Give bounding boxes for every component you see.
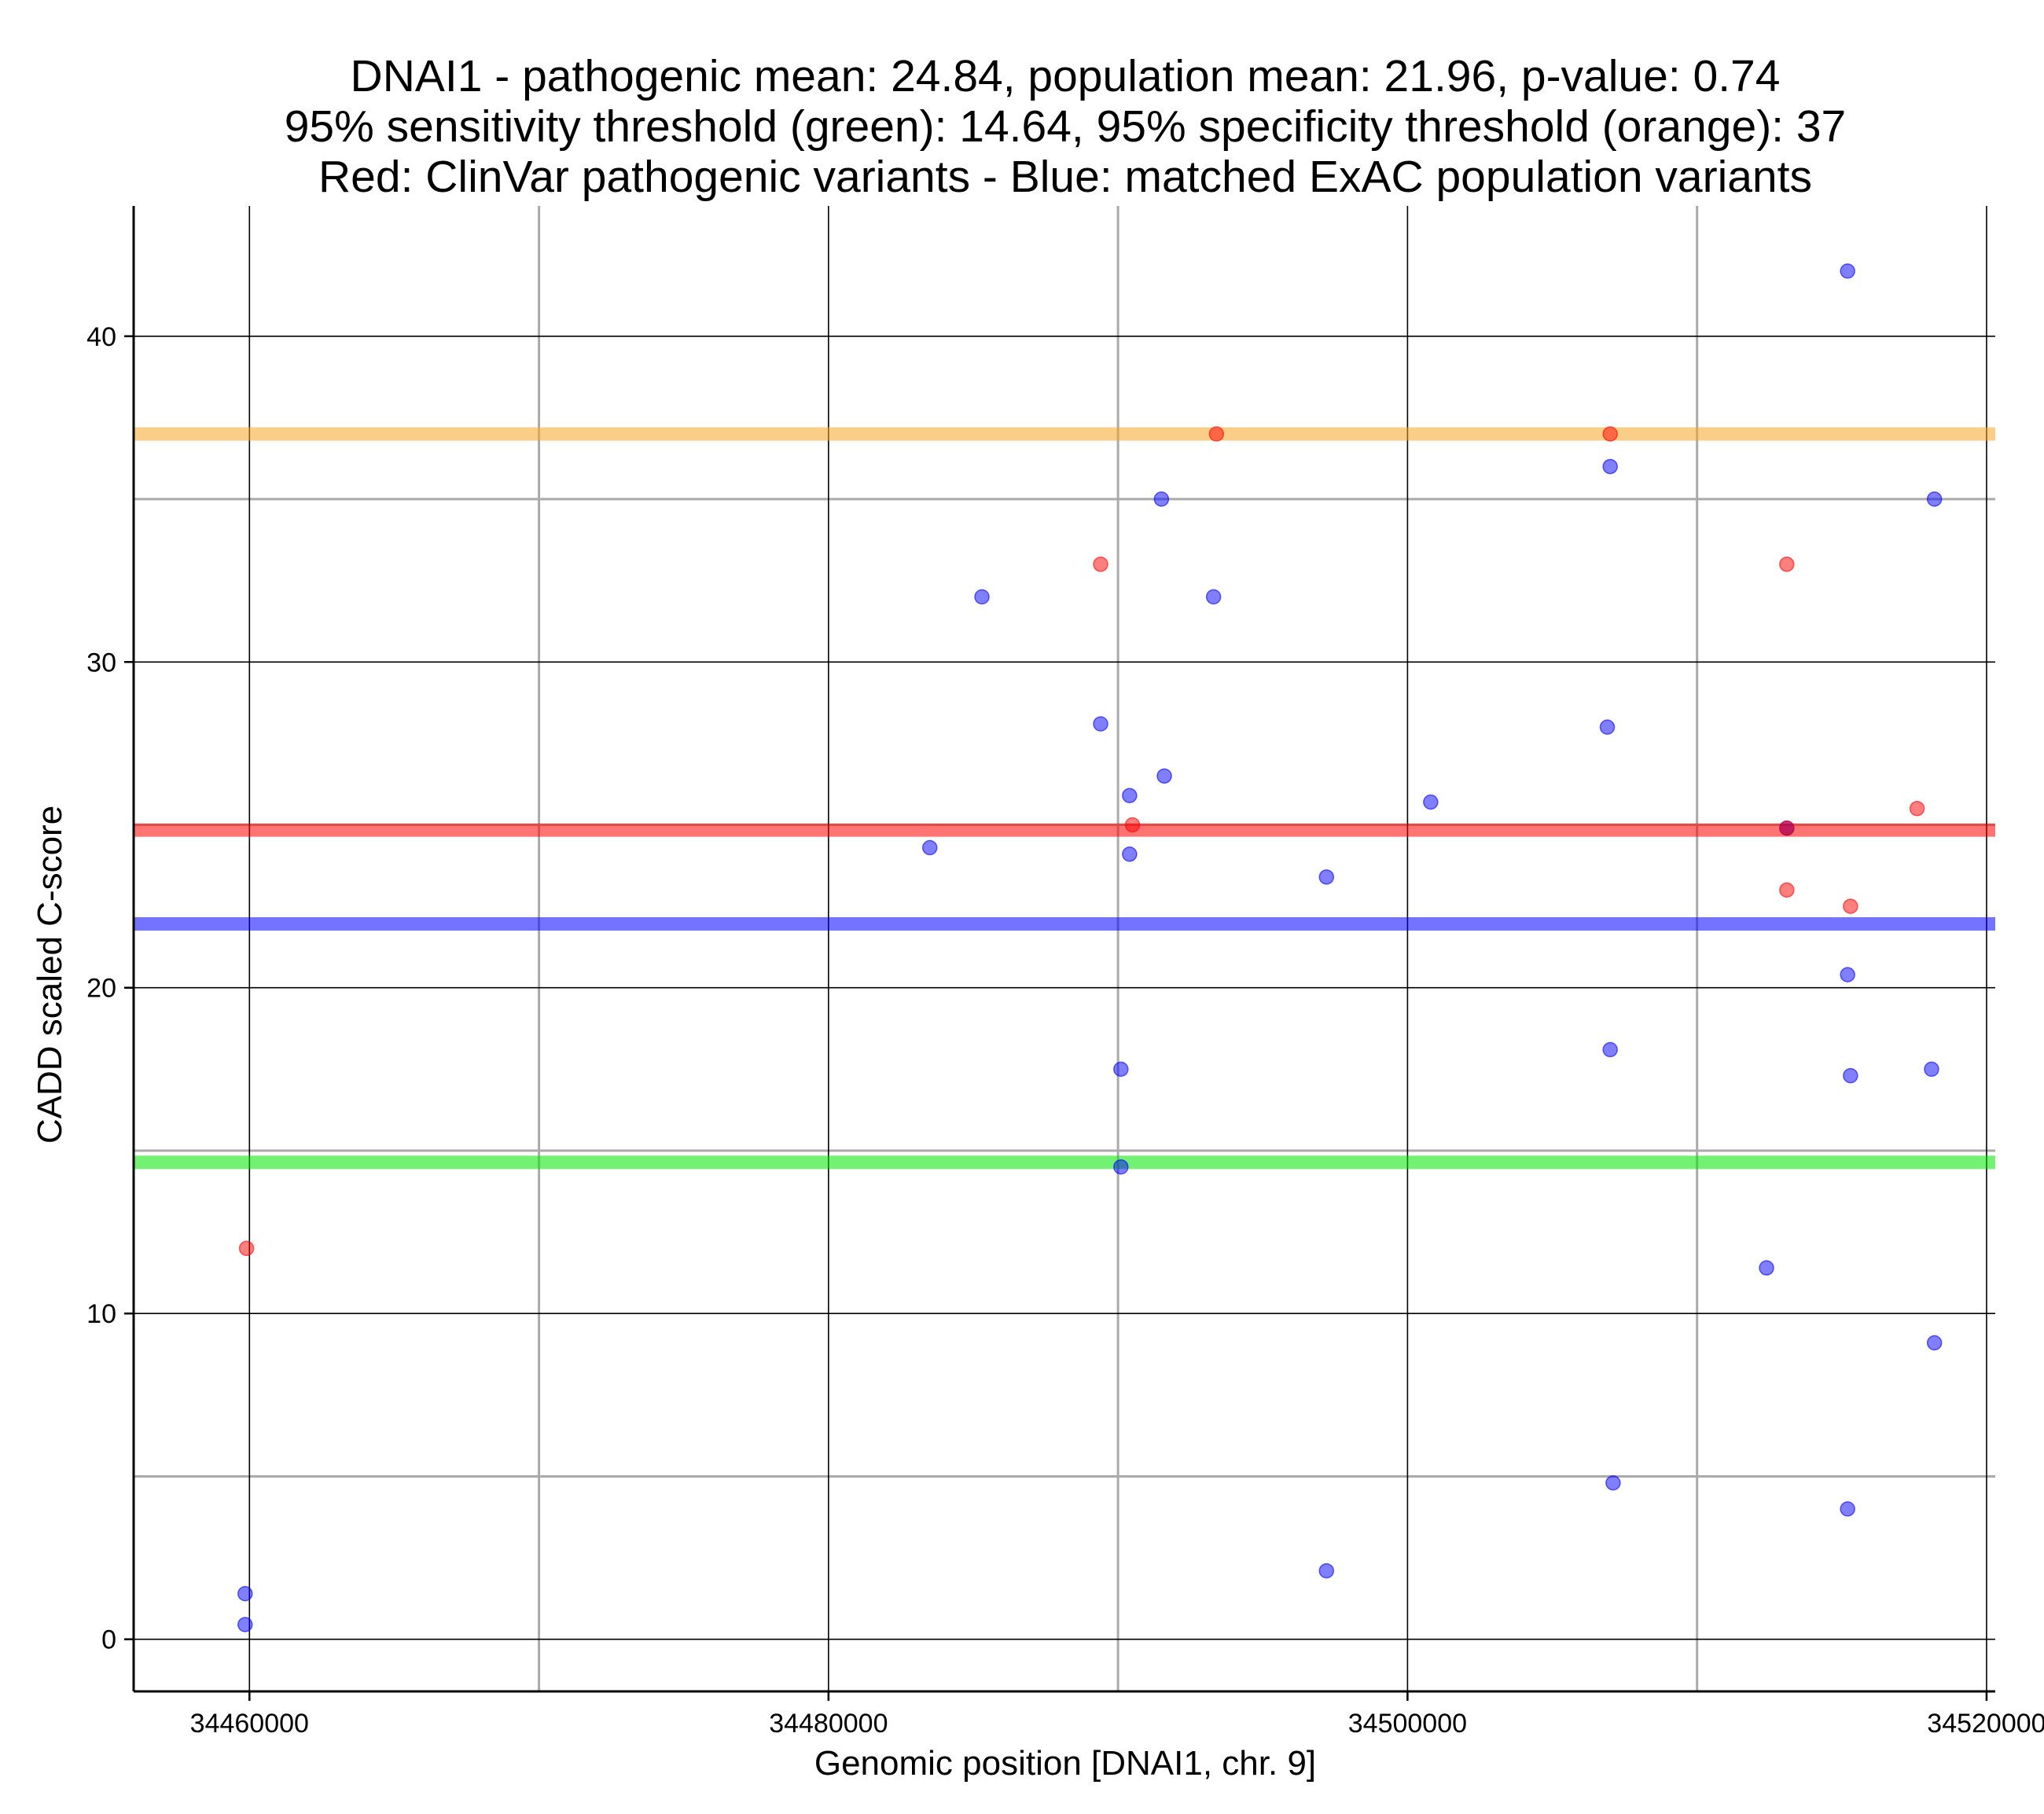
y-tick-label: 10	[86, 1299, 116, 1329]
population-point	[1924, 1061, 1939, 1078]
y-axis-title: CADD scaled C-score	[31, 806, 69, 1144]
y-tick-label: 30	[86, 648, 116, 677]
population-point	[1843, 1067, 1858, 1084]
population-point	[1122, 788, 1138, 803]
population-point	[237, 1617, 253, 1632]
population-point	[1759, 1260, 1774, 1276]
population-point	[1602, 1041, 1618, 1058]
pathogenic-point	[1843, 898, 1858, 914]
population-point	[1840, 967, 1855, 982]
title-line-2: 95% sensitivity threshold (green): 14.64…	[285, 101, 1847, 152]
y-tick-label: 20	[86, 974, 116, 1004]
pathogenic-point	[1093, 556, 1108, 572]
pathogenic-point	[1602, 426, 1618, 442]
population-point	[1926, 1335, 1943, 1351]
population-point	[1318, 1562, 1335, 1579]
population-point	[1605, 1474, 1621, 1491]
pathogenic-point	[1909, 801, 1925, 817]
population-point	[1113, 1159, 1129, 1175]
population-point	[1318, 869, 1335, 885]
population-point	[1113, 1061, 1129, 1078]
pathogenic-point	[1124, 817, 1141, 833]
population-point	[1122, 846, 1138, 862]
population-point	[922, 839, 938, 856]
population-point	[1840, 1501, 1855, 1517]
x-tick-label: 34520000	[1927, 1709, 2044, 1739]
pathogenic-point	[1779, 556, 1795, 572]
population-point	[1205, 589, 1222, 605]
title-line-3: Red: ClinVar pathogenic variants - Blue:…	[318, 152, 1812, 202]
chart-title: DNAI1 - pathogenic mean: 24.84, populati…	[285, 51, 1847, 202]
pathogenic-point	[1208, 426, 1225, 442]
population-point	[1156, 768, 1172, 784]
population-point	[237, 1585, 253, 1602]
population-point	[1153, 491, 1170, 507]
tick-labels: 34460000 34480000 34500000 34520000 0 10 20 30 4…	[86, 322, 2044, 1739]
population-point	[1093, 716, 1108, 732]
axes	[124, 206, 1995, 1701]
data-points	[237, 263, 1943, 1632]
x-tick-label: 34500000	[1348, 1709, 1467, 1739]
population-point	[1599, 719, 1616, 735]
reference-lines	[134, 427, 1995, 1170]
population-point	[1602, 458, 1618, 475]
title-line-1: DNAI1 - pathogenic mean: 24.84, populati…	[351, 51, 1781, 101]
pathogenic-point	[238, 1240, 255, 1257]
x-axis-title: Genomic position [DNAI1, chr. 9]	[814, 1744, 1316, 1783]
population-point	[974, 589, 990, 605]
pathogenic-point	[1779, 820, 1795, 836]
pathogenic-point	[1779, 882, 1795, 898]
population-point	[1423, 794, 1439, 810]
y-tick-label: 0	[101, 1625, 116, 1655]
y-tick-label: 40	[86, 322, 116, 352]
population-point	[1926, 491, 1943, 507]
population-point	[1840, 263, 1855, 279]
x-tick-label: 34480000	[769, 1709, 888, 1739]
x-tick-label: 34460000	[190, 1709, 309, 1739]
